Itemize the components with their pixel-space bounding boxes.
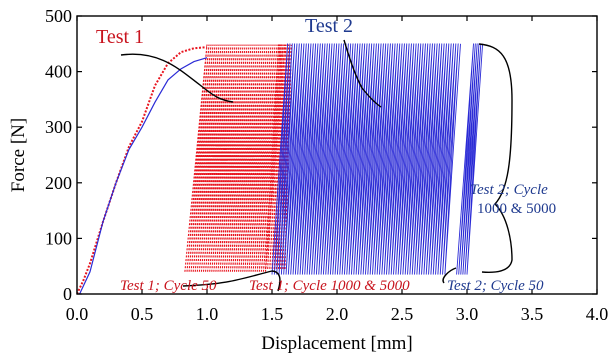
y-tick-label: 100 [45, 228, 72, 248]
series-1-cycle-band-1 [184, 44, 286, 272]
y-tick-label: 300 [45, 117, 72, 137]
y-tick-label: 0 [63, 284, 72, 304]
x-tick-label: 3.5 [521, 304, 544, 324]
t2-cycle-line1-label: Test 2; Cycle [470, 182, 548, 198]
series-2-loading-curve [79, 57, 208, 294]
t2-cycle50-label: Test 2; Cycle 50 [447, 278, 544, 294]
x-tick-label: 1.0 [196, 304, 219, 324]
series-1-loading-curve [77, 46, 208, 294]
t2-cycle-bracket [442, 267, 457, 284]
t1-cycle-bracket [182, 270, 281, 292]
test2-leader-line [343, 39, 382, 108]
test1-leader-line [120, 53, 234, 103]
t2-cycle-line2-label: 1000 & 5000 [477, 201, 556, 217]
y-tick-label: 400 [45, 62, 72, 82]
legend-test1-label: Test 1 [96, 26, 144, 48]
series-2-cycle-band-1 [271, 43, 461, 275]
data-layer [77, 43, 484, 294]
x-tick-label: 2.5 [391, 304, 414, 324]
series-1 [77, 44, 293, 294]
x-tick-label: 4.0 [586, 304, 609, 324]
x-tick-label: 0.5 [131, 304, 154, 324]
x-tick-label: 0.0 [66, 304, 89, 324]
t1-cycle1000-label: Test 1; Cycle 1000 & 5000 [249, 278, 410, 294]
y-tick-label: 500 [45, 6, 72, 26]
x-axis-title: Displacement [mm] [261, 333, 412, 354]
series-2 [79, 43, 484, 294]
series-2-cycle-band-2 [456, 43, 484, 275]
y-tick-label: 200 [45, 173, 72, 193]
t1-cycle50-label: Test 1; Cycle 50 [120, 278, 217, 294]
x-tick-label: 2.0 [326, 304, 349, 324]
ticks-layer: 0.0 0.5 1.0 1.5 2.0 2.5 3.0 3.5 4.0 0 100 200 300 400… [45, 6, 608, 324]
x-tick-label: 1.5 [261, 304, 284, 324]
y-axis-title: Force [N] [8, 118, 29, 192]
legend-test2-label: Test 2 [305, 15, 353, 37]
t2-cycle1000-bracket [478, 43, 513, 273]
x-tick-label: 3.0 [456, 304, 479, 324]
